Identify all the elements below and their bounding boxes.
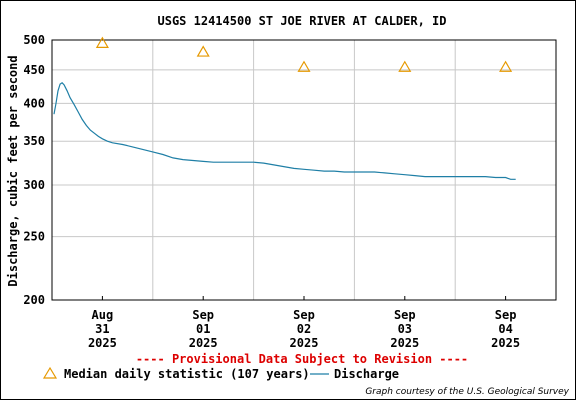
y-tick-label: 450	[23, 63, 45, 77]
median-legend-marker	[42, 366, 58, 379]
grid-layer	[52, 40, 556, 300]
median-marker	[398, 60, 412, 72]
y-tick-label: 200	[23, 293, 45, 307]
series-layer	[53, 36, 516, 180]
x-tick-label: 2025	[290, 336, 319, 350]
x-tick-label: Sep	[495, 308, 517, 322]
x-tick-label: 03	[398, 322, 412, 336]
y-axis-ticks: 200 250 300 350 400 450 500	[23, 33, 45, 307]
median-marker	[297, 60, 311, 72]
chart-title: USGS 12414500 ST JOE RIVER AT CALDER, ID	[158, 14, 447, 28]
x-tick-label: 2025	[189, 336, 218, 350]
discharge-series-line	[53, 82, 516, 180]
x-tick-label: Aug	[92, 308, 114, 322]
x-tick-label: 01	[196, 322, 210, 336]
x-tick-label: 2025	[491, 336, 520, 350]
median-marker	[196, 45, 210, 57]
median-marker	[499, 60, 513, 72]
plot-area-border	[51, 39, 557, 301]
legend: Median daily statistic (107 years) Disch…	[42, 366, 399, 381]
y-tick-label: 350	[23, 134, 45, 148]
x-tick-label: 04	[498, 322, 512, 336]
x-tick-label: Sep	[192, 308, 214, 322]
x-tick-label: 2025	[390, 336, 419, 350]
y-axis-label: Discharge, cubic feet per second	[6, 55, 20, 286]
y-tick-label: 500	[23, 33, 45, 47]
median-legend-label: Median daily statistic (107 years)	[64, 367, 310, 381]
credit-text: Graph courtesy of the U.S. Geological Su…	[365, 387, 569, 397]
x-axis-ticks: Aug312025Sep012025Sep022025Sep032025Sep0…	[88, 296, 520, 350]
provisional-notice: ---- Provisional Data Subject to Revisio…	[136, 352, 468, 366]
median-marker	[95, 36, 109, 48]
x-tick-label: 02	[297, 322, 311, 336]
x-tick-label: 2025	[88, 336, 117, 350]
x-tick-label: Sep	[394, 308, 416, 322]
x-tick-label: Sep	[293, 308, 315, 322]
y-tick-label: 300	[23, 178, 45, 192]
y-tick-label: 400	[23, 96, 45, 110]
y-tick-label: 250	[23, 230, 45, 244]
x-tick-label: 31	[95, 322, 109, 336]
discharge-legend-label: Discharge	[334, 367, 399, 381]
